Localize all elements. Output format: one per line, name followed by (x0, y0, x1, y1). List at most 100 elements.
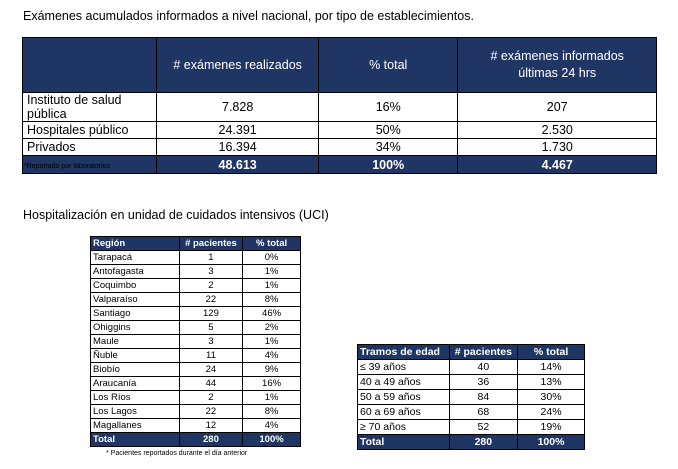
cell: 36 (448, 374, 519, 390)
exams-title: Exámenes acumulados informados a nivel n… (23, 9, 474, 23)
cell: 19% (517, 419, 585, 435)
exams-header-realizados: # exámenes realizados (156, 37, 320, 93)
cell: 1% (242, 278, 301, 293)
cell: 129 (178, 306, 244, 321)
age-total-row: Total 280 100% (357, 434, 585, 450)
cell: 16% (242, 376, 301, 391)
row-label: Los Ríos (90, 390, 180, 405)
row-label: 60 a 69 años (357, 404, 450, 420)
row-label: Los Lagos (90, 404, 180, 419)
header-pacientes: # pacientes (448, 344, 519, 360)
cell: 16.394 (156, 138, 320, 156)
row-label: Coquimbo (90, 278, 180, 293)
cell: 4% (242, 348, 301, 363)
row-label: Hospitales público (21, 121, 158, 139)
header-region: Región (90, 236, 180, 251)
table-row: Ohiggins 5 2% (90, 320, 301, 335)
row-label: Privados (21, 138, 158, 156)
cell: 1.730 (457, 138, 657, 156)
cell: 2 (178, 390, 244, 405)
total-cell: 100% (242, 432, 301, 447)
uci-footnote: * Pacientes reportados durante el día an… (106, 450, 248, 457)
cell: 68 (448, 404, 519, 420)
uci-title: Hospitalización en unidad de cuidados in… (23, 208, 329, 222)
cell: 2% (242, 320, 301, 335)
row-label: Tarapacá (90, 250, 180, 265)
table-row: Tarapacá 1 0% (90, 250, 301, 265)
cell: 13% (517, 374, 585, 390)
row-label: 50 a 59 años (357, 389, 450, 405)
total-label: Total (357, 434, 450, 450)
row-label: Magallanes (90, 418, 180, 433)
total-cell: 100% (517, 434, 585, 450)
exams-total-row: 48.613 100% 4.467 (21, 155, 657, 174)
table-row: 50 a 59 años 84 30% (357, 389, 585, 405)
row-label: ≤ 39 años (357, 359, 450, 375)
total-cell: 100% (318, 155, 459, 174)
cell: 14% (517, 359, 585, 375)
cell: 8% (242, 404, 301, 419)
row-label: Santiago (90, 306, 180, 321)
row-label: Valparaíso (90, 292, 180, 307)
cell: 22 (178, 292, 244, 307)
cell: 2 (178, 278, 244, 293)
table-row: ≥ 70 años 52 19% (357, 419, 585, 435)
uci-age-table: Tramos de edad # pacientes % total ≤ 39 … (357, 344, 585, 450)
cell: 1% (242, 264, 301, 279)
cell: 11 (178, 348, 244, 363)
table-row: Antofagasta 3 1% (90, 264, 301, 279)
table-row: Araucanía 44 16% (90, 376, 301, 391)
cell: 7.828 (156, 92, 320, 122)
header-pct: % total (242, 236, 301, 251)
exams-header-blank (21, 37, 158, 93)
cell: 44 (178, 376, 244, 391)
table-row: Los Ríos 2 1% (90, 390, 301, 405)
total-cell: 4.467 (457, 155, 657, 174)
cell: 1% (242, 334, 301, 349)
exams-header-pct: % total (318, 37, 459, 93)
cell: 34% (318, 138, 459, 156)
cell: 84 (448, 389, 519, 405)
header-pacientes: # pacientes (178, 236, 244, 251)
total-cell: 280 (448, 434, 519, 450)
cell: 4% (242, 418, 301, 433)
table-row: Los Lagos 22 8% (90, 404, 301, 419)
cell: 40 (448, 359, 519, 375)
table-row: Santiago 129 46% (90, 306, 301, 321)
total-cell: 280 (178, 432, 244, 447)
table-row: Valparaíso 22 8% (90, 292, 301, 307)
table-row: Maule 3 1% (90, 334, 301, 349)
table-row: Instituto de salud pública 7.828 16% 207 (21, 92, 657, 122)
row-label: Antofagasta (90, 264, 180, 279)
cell: 5 (178, 320, 244, 335)
table-row: Hospitales público 24.391 50% 2.530 (21, 121, 657, 139)
cell: 24 (178, 362, 244, 377)
row-label: 40 a 49 años (357, 374, 450, 390)
row-label: Instituto de salud pública (21, 92, 158, 122)
row-label: ≥ 70 años (357, 419, 450, 435)
cell: 8% (242, 292, 301, 307)
cell: 207 (457, 92, 657, 122)
table-row: 60 a 69 años 68 24% (357, 404, 585, 420)
exams-header-row: # exámenes realizados % total # exámenes… (21, 37, 657, 93)
row-label: Biobío (90, 362, 180, 377)
cell: 12 (178, 418, 244, 433)
uci-total-row: Total 280 100% (90, 432, 301, 447)
header-tramos: Tramos de edad (357, 344, 450, 360)
cell: 1% (242, 390, 301, 405)
row-label: Ohiggins (90, 320, 180, 335)
header-pct: % total (517, 344, 585, 360)
cell: 46% (242, 306, 301, 321)
row-label: Maule (90, 334, 180, 349)
table-row: Magallanes 12 4% (90, 418, 301, 433)
cell: 3 (178, 264, 244, 279)
cell: 24% (517, 404, 585, 420)
total-label (21, 155, 158, 174)
cell: 16% (318, 92, 459, 122)
cell: 30% (517, 389, 585, 405)
exams-header-24h: # exámenes informados últimas 24 hrs (457, 37, 657, 93)
cell: 50% (318, 121, 459, 139)
cell: 0% (242, 250, 301, 265)
total-label: Total (90, 432, 180, 447)
row-label: Araucanía (90, 376, 180, 391)
